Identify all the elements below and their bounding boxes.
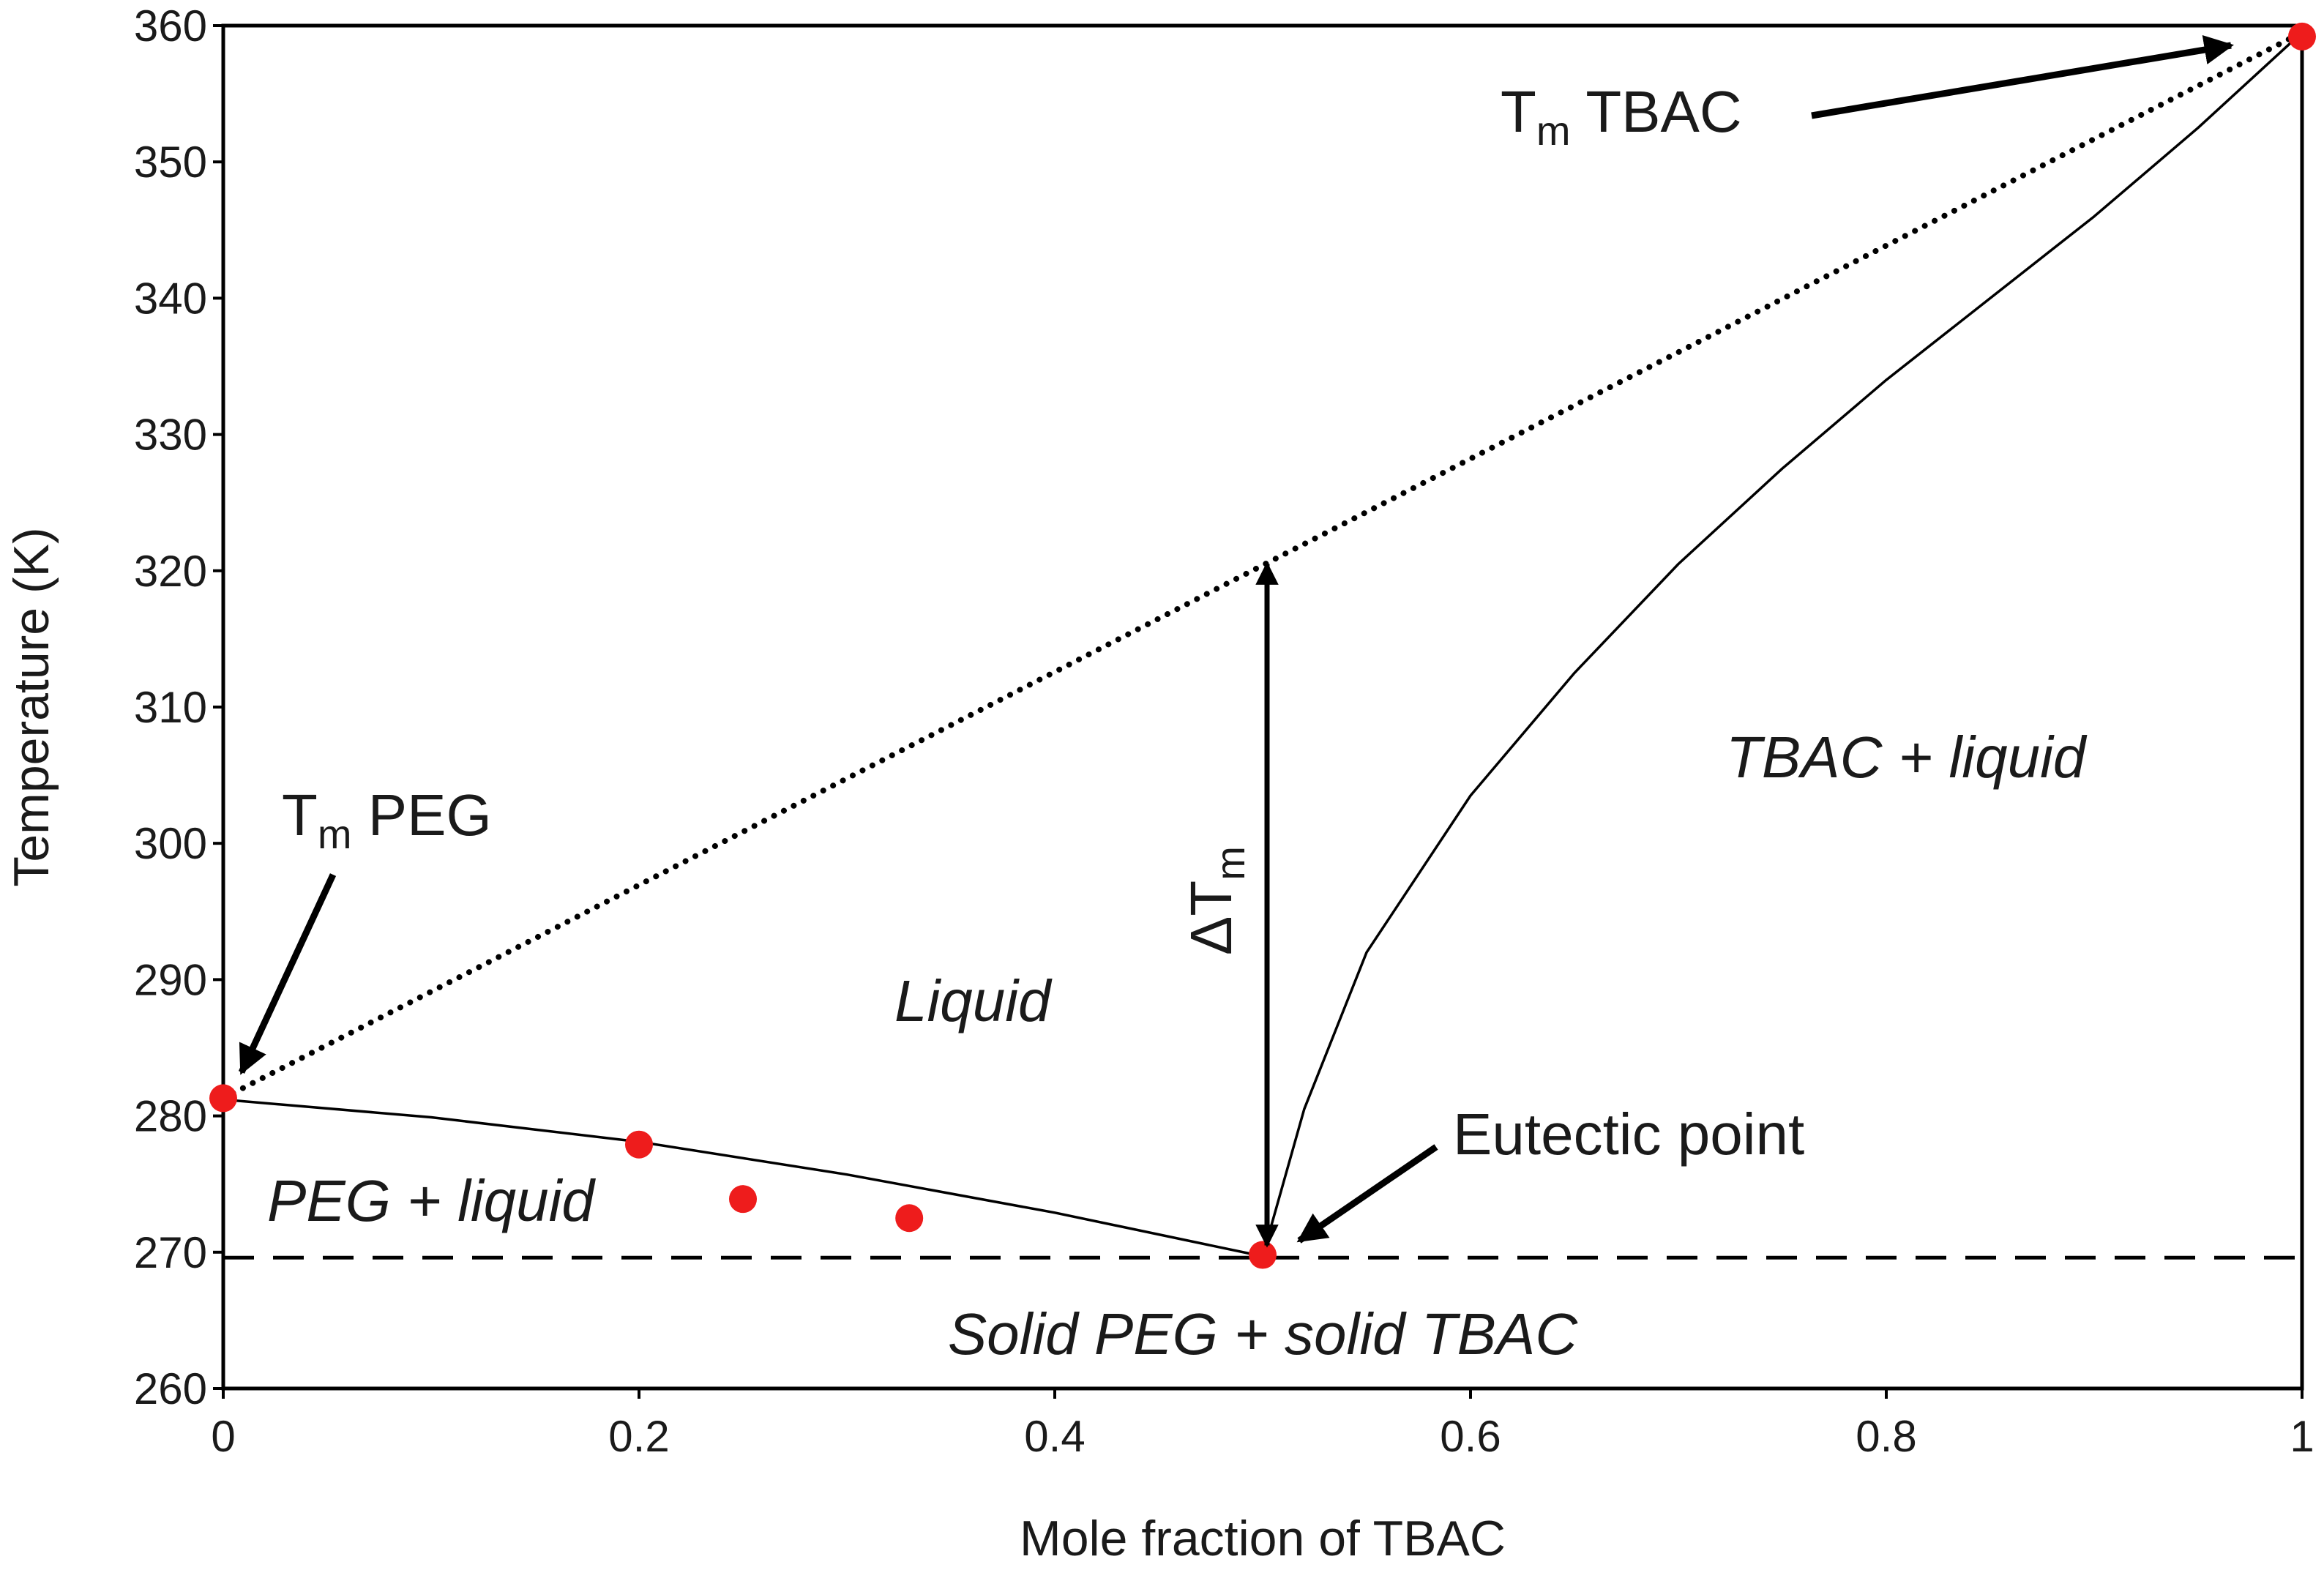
y-tick-label: 340 bbox=[134, 274, 207, 323]
x-tick-label: 0.2 bbox=[608, 1412, 669, 1461]
y-tick-label: 260 bbox=[134, 1364, 207, 1413]
x-tick-label: 0 bbox=[211, 1412, 235, 1461]
tm-tbac-arrow bbox=[1811, 35, 2234, 119]
delta-tm-label: ΔTm bbox=[1178, 846, 1253, 955]
series-line bbox=[223, 1098, 1263, 1258]
region-liquid: Liquid bbox=[894, 968, 1053, 1033]
data-point bbox=[1249, 1241, 1277, 1269]
data-point bbox=[2288, 22, 2316, 51]
eutectic-point-label: Eutectic point bbox=[1453, 1102, 1804, 1167]
x-axis-label: Mole fraction of TBAC bbox=[1020, 1511, 1506, 1566]
tm-peg-label: Tm PEG bbox=[282, 782, 492, 857]
data-point bbox=[895, 1204, 924, 1233]
x-tick-label: 1 bbox=[2290, 1412, 2314, 1461]
y-tick-label: 350 bbox=[134, 138, 207, 187]
y-tick-label: 360 bbox=[134, 1, 207, 51]
series-lines bbox=[220, 29, 2305, 1260]
y-tick-label: 290 bbox=[134, 955, 207, 1004]
x-tick-label: 0.4 bbox=[1024, 1412, 1085, 1461]
tm-peg-arrow bbox=[238, 873, 337, 1075]
y-tick-label: 320 bbox=[134, 547, 207, 596]
y-axis-label: Temperature (K) bbox=[4, 527, 59, 886]
y-tick-label: 280 bbox=[134, 1092, 207, 1141]
region-solid: Solid PEG + solid TBAC bbox=[948, 1301, 1579, 1367]
x-tick-label: 0.8 bbox=[1856, 1412, 1916, 1461]
y-tick-label: 270 bbox=[134, 1228, 207, 1277]
region-peg-liquid: PEG + liquid bbox=[267, 1168, 596, 1233]
series-line bbox=[220, 29, 2305, 1102]
series-line bbox=[1261, 31, 2304, 1257]
data-points bbox=[209, 22, 2316, 1269]
data-point bbox=[625, 1130, 653, 1159]
y-tick-label: 310 bbox=[134, 683, 207, 732]
x-tick-label: 0.6 bbox=[1440, 1412, 1501, 1461]
x-axis-ticks: 0 0.2 0.4 0.6 0.8 1 bbox=[211, 1388, 2314, 1461]
y-tick-label: 330 bbox=[134, 411, 207, 460]
eutectic-arrow bbox=[1296, 1144, 1438, 1244]
data-point bbox=[209, 1084, 237, 1113]
y-tick-label: 300 bbox=[134, 819, 207, 868]
tm-tbac-label: Tm TBAC bbox=[1501, 79, 1742, 154]
region-tbac-liquid: TBAC + liquid bbox=[1726, 725, 2088, 790]
y-axis-ticks: 260 270 280 290 300 310 320 330 340 350 360 bbox=[134, 1, 223, 1413]
data-point bbox=[729, 1185, 757, 1214]
